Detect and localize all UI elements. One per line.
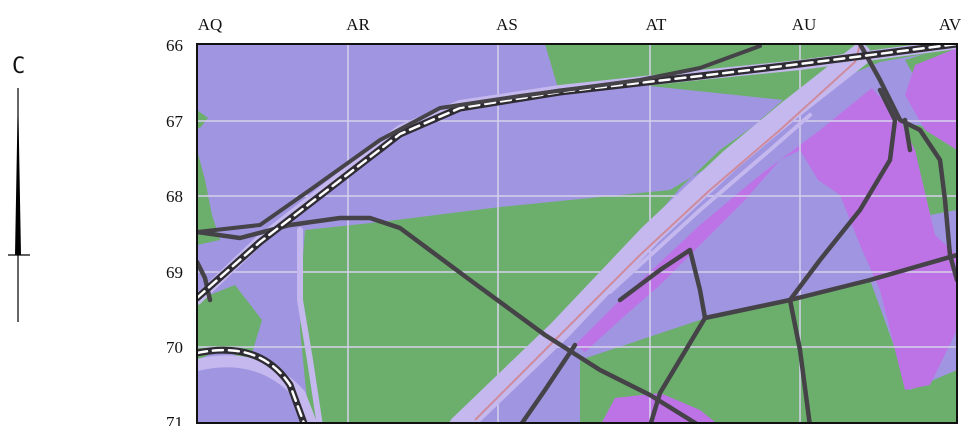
- green-area-west: [197, 150, 220, 245]
- magenta-area-east: [575, 88, 957, 390]
- green-area-south: [580, 280, 957, 423]
- row-label-66: 66: [166, 36, 183, 55]
- green-area-central: [300, 44, 957, 423]
- north-arrow: C: [8, 54, 30, 322]
- railway-southwest-dashes: [197, 348, 306, 423]
- road-east-spine: [787, 87, 898, 423]
- row-labels: 66 67 68 69 70 71: [166, 36, 184, 426]
- southwest-curve-bed: [197, 355, 318, 423]
- col-label-aq: AQ: [198, 15, 223, 34]
- road-east-north-south: [857, 44, 957, 283]
- green-area-southwest: [197, 285, 262, 360]
- road-central-loop: [617, 247, 708, 423]
- row-label-70: 70: [166, 338, 183, 357]
- railway-main-dashes: [197, 44, 957, 300]
- west-street-bed: [297, 227, 323, 423]
- col-label-as: AS: [496, 15, 518, 34]
- row-label-67: 67: [166, 112, 184, 131]
- column-labels: AQ AR AS AT AU AV: [198, 15, 962, 34]
- avenue-edge: [474, 44, 861, 421]
- col-label-av: AV: [939, 15, 962, 34]
- map-grid: [197, 44, 957, 423]
- row-label-71: 71: [166, 413, 183, 426]
- inner-service-road: [608, 113, 812, 294]
- magenta-area-northeast: [905, 48, 957, 150]
- magenta-areas: [575, 48, 957, 423]
- row-label-68: 68: [166, 187, 183, 206]
- diagonal-avenue-bed: [449, 44, 871, 423]
- col-label-ar: AR: [346, 15, 370, 34]
- north-letter: C: [12, 54, 25, 79]
- road-west-stub: [197, 259, 213, 303]
- col-label-au: AU: [792, 15, 817, 34]
- road-east-crosstown: [702, 252, 957, 321]
- green-area-west-small: [197, 110, 208, 128]
- road-south-connector: [519, 342, 578, 423]
- railway-lines: [197, 44, 957, 423]
- road-east-link: [902, 117, 913, 153]
- road-north-parallel: [197, 44, 762, 234]
- magenta-area-south: [601, 393, 717, 423]
- col-label-at: AT: [646, 15, 667, 34]
- row-label-69: 69: [166, 263, 183, 282]
- map-area[interactable]: [197, 44, 957, 426]
- map-frame: [196, 43, 958, 424]
